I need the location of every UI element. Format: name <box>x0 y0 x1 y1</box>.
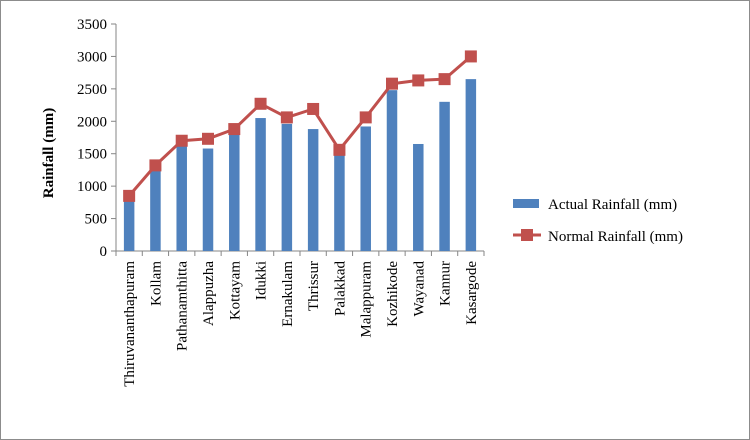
bar-actual-rainfall <box>229 134 240 251</box>
y-tick-label: 1000 <box>77 179 107 195</box>
normal-rainfall-marker <box>149 159 162 172</box>
labels-layer: 0 500 1000 1500 2000 2500 3000 3500 Thiruvananth… <box>77 17 480 387</box>
bar-actual-rainfall <box>386 90 398 251</box>
bar-actual-rainfall <box>465 79 477 251</box>
normal-rainfall-marker <box>333 143 346 156</box>
y-tick-label: 2500 <box>77 82 107 98</box>
y-tick-label: 1500 <box>77 147 107 163</box>
normal-rainfall-marker <box>307 102 320 115</box>
legend-normal-label: Normal Rainfall (mm) <box>548 229 683 245</box>
bar-actual-rainfall <box>307 129 319 251</box>
x-tick-label: Palakkad <box>332 261 348 316</box>
legend-normal-marker <box>521 229 533 241</box>
legend: Actual Rainfall (mm) Normal Rainfall (mm… <box>513 197 683 245</box>
x-tick-label: Idukki <box>254 261 270 300</box>
bar-actual-rainfall <box>439 101 450 251</box>
normal-rainfall-marker <box>438 73 451 86</box>
y-tick-label: 3000 <box>77 49 107 65</box>
x-tick-label: Kozhikode <box>385 261 401 327</box>
bar-actual-rainfall <box>334 155 345 251</box>
y-tick-label: 0 <box>100 244 108 260</box>
bar-actual-rainfall <box>255 118 266 252</box>
bars-layer <box>123 79 477 252</box>
y-tick-label: 3500 <box>77 17 107 33</box>
legend-actual-label: Actual Rainfall (mm) <box>548 197 677 213</box>
line-layer <box>123 50 477 202</box>
x-tick-label: Alappuzha <box>201 261 217 326</box>
bar-actual-rainfall <box>150 169 161 251</box>
normal-rainfall-marker <box>464 50 477 63</box>
x-tick-label: Kottayam <box>227 261 243 320</box>
x-tick-label: Kollam <box>148 261 164 306</box>
normal-rainfall-marker <box>202 132 214 145</box>
bar-actual-rainfall <box>281 123 293 251</box>
x-tick-label: Ernakulam <box>280 261 296 327</box>
x-tick-label: Thrissur <box>306 261 322 311</box>
bar-actual-rainfall <box>202 148 214 251</box>
normal-rainfall-marker <box>386 77 398 90</box>
bar-actual-rainfall <box>123 199 135 251</box>
y-axis-title: Rainfall (mm) <box>41 108 57 198</box>
x-tick-label: Wayanad <box>411 261 427 317</box>
x-tick-label: Kannur <box>438 261 454 306</box>
bar-actual-rainfall <box>176 145 187 251</box>
bar-actual-rainfall <box>360 126 371 251</box>
legend-actual-swatch <box>513 199 539 208</box>
normal-rainfall-marker <box>228 123 241 136</box>
y-tick-label: 500 <box>85 212 108 228</box>
x-tick-label: Malappuram <box>359 261 375 338</box>
normal-rainfall-marker <box>359 111 372 124</box>
normal-rainfall-marker <box>175 134 188 147</box>
normal-rainfall-marker <box>412 74 425 87</box>
x-tick-label: Kasargode <box>464 261 480 325</box>
y-tick-label: 2000 <box>77 114 107 130</box>
axes-layer <box>111 23 485 256</box>
x-tick-label: Thiruvananthapuram <box>122 261 138 387</box>
normal-rainfall-marker <box>254 97 267 110</box>
normal-rainfall-marker <box>280 111 293 124</box>
bar-actual-rainfall <box>413 143 424 251</box>
x-tick-label: Pathanamthitta <box>175 261 191 351</box>
normal-rainfall-marker <box>123 189 136 202</box>
